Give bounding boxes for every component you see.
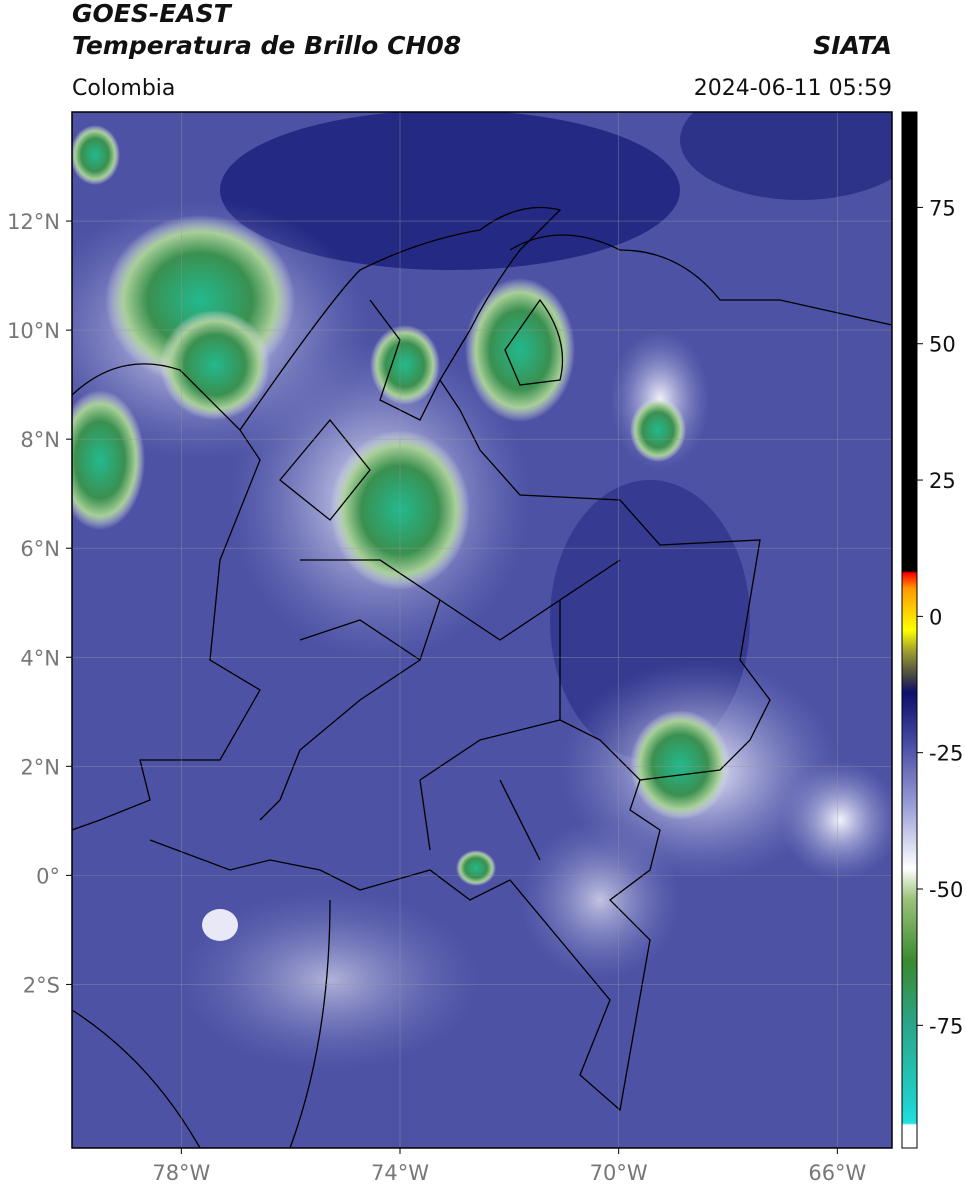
grid <box>72 112 892 1148</box>
y-tick-label: 8°N <box>20 428 60 452</box>
x-tick-label: 66°W <box>808 1161 866 1185</box>
y-tick-label: 2°N <box>20 755 60 779</box>
satellite-image <box>72 112 892 1148</box>
subtitle: Temperatura de Brillo CH08 <box>72 31 461 60</box>
x-tick-label: 74°W <box>371 1161 429 1185</box>
y-tick-label: 10°N <box>7 319 60 343</box>
y-tick-label: 4°N <box>20 646 60 670</box>
map-frame <box>71 111 893 1149</box>
colorbar-tick-label: 0 <box>929 605 942 629</box>
colorbar-tick-label: 50 <box>929 333 956 357</box>
x-tick-label: 70°W <box>590 1161 648 1185</box>
y-tick-label: 2°S <box>23 973 60 997</box>
y-tick-label: 12°N <box>7 210 60 234</box>
colorbar <box>901 111 918 1149</box>
y-tick-label: 0° <box>36 864 60 888</box>
source: SIATA <box>813 31 892 60</box>
title: GOES-EAST <box>72 0 233 28</box>
colorbar-tick-label: 75 <box>929 196 956 220</box>
timestamp: 2024-06-11 05:59 <box>694 76 892 101</box>
x-tick-label: 78°W <box>152 1161 210 1185</box>
colorbar-tick-label: -50 <box>929 878 963 902</box>
colorbar-tick-label: -25 <box>929 742 963 766</box>
colorbar-tick-label: 25 <box>929 469 956 493</box>
colorbar-tick-label: -75 <box>929 1014 963 1038</box>
region: Colombia <box>72 76 175 101</box>
y-tick-label: 6°N <box>20 537 60 561</box>
